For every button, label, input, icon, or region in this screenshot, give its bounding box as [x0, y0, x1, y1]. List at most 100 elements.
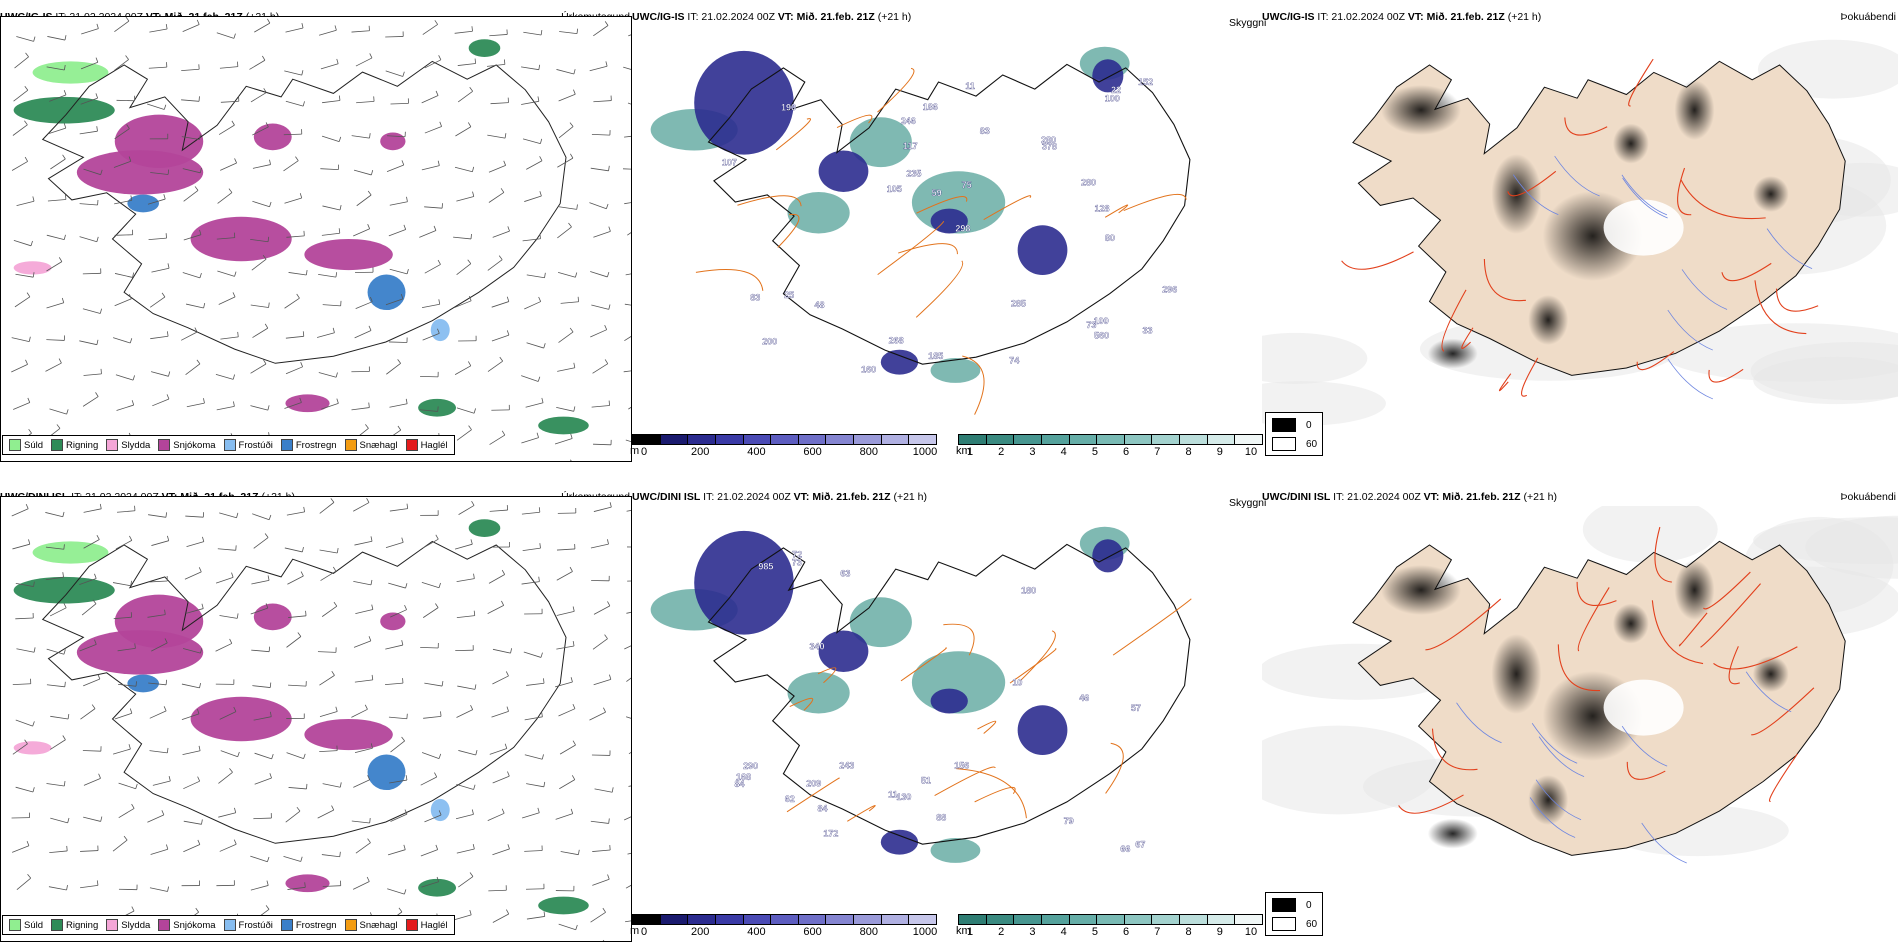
cloud-base-value: 84 — [734, 779, 744, 789]
precip-area — [538, 896, 589, 915]
fog-patch — [1674, 560, 1715, 620]
wind-barb-flag — [473, 610, 476, 616]
cloud-base-value: 560 — [1094, 330, 1109, 340]
fog-legend: 0 60 — [1265, 892, 1323, 936]
wind-barb-flag — [438, 753, 442, 759]
visibility-area — [930, 358, 981, 383]
wind-barb-flag — [367, 775, 371, 780]
wind-barb-flag — [607, 601, 611, 607]
scale-tick-label: 8 — [1185, 446, 1192, 458]
cloud-base-value: 63 — [840, 569, 850, 579]
scale-segment — [1124, 915, 1153, 924]
precip-type-map — [0, 496, 632, 942]
wind-barb — [288, 787, 307, 790]
wind-barb — [556, 548, 575, 551]
wind-barb-flag — [304, 882, 306, 888]
wind-barb-flag — [267, 236, 270, 242]
wind-barb-flag — [196, 359, 201, 365]
wind-barb-flag — [263, 88, 267, 93]
wind-barb-flag — [236, 613, 239, 619]
wind-barb-flag — [164, 609, 166, 615]
wind-barb-flag — [472, 191, 475, 197]
wind-barb-flag — [475, 750, 478, 756]
wind-barb-flag — [541, 754, 544, 760]
visibility-area — [930, 838, 981, 863]
fog-legend-label: 0 — [1306, 899, 1312, 911]
visibility-scale-bar: 1 2 3 4 5 6 7 8 9 10 km — [956, 914, 1263, 940]
cloud-base-area — [694, 530, 794, 635]
wind-barb — [490, 102, 509, 105]
wind-barb — [355, 842, 371, 854]
wind-barb-flag — [334, 25, 337, 31]
wind-barb-flag — [96, 534, 100, 540]
legend-swatch — [405, 439, 418, 451]
valid-time: Mið. 21.feb. 21Z — [1442, 491, 1521, 503]
scale-tick-label: 5 — [1091, 926, 1098, 938]
scale-segment — [633, 915, 661, 924]
wind-barb — [623, 816, 631, 821]
wind-barb — [284, 402, 302, 409]
wind-barb — [254, 752, 272, 760]
wind-barb-flag — [404, 809, 408, 815]
wind-barb — [220, 100, 239, 103]
wind-barb-flag — [301, 546, 304, 553]
road-line — [836, 114, 873, 128]
wind-barb — [590, 271, 608, 278]
wind-barb — [322, 205, 341, 211]
legend-swatch — [405, 919, 418, 931]
wind-barb — [114, 20, 130, 33]
wind-barb-flag — [435, 603, 439, 608]
scale-segment — [986, 915, 1015, 924]
wind-barb-flag — [269, 711, 272, 717]
precip-area — [430, 798, 450, 822]
legend-swatch — [158, 919, 171, 931]
precip-area — [127, 194, 159, 213]
wind-barb — [557, 226, 572, 239]
road-line — [1728, 646, 1740, 685]
issue-time: IT: 21.02.2024 00Z — [1317, 11, 1405, 23]
wind-barb — [624, 135, 631, 138]
fog-patch — [1491, 154, 1542, 234]
wind-barb — [455, 126, 472, 137]
wind-barb — [489, 748, 507, 755]
river-line — [1531, 723, 1578, 764]
fog-patch — [1674, 80, 1715, 140]
wind-barb-flag — [99, 503, 102, 509]
road-line — [962, 355, 985, 415]
legend-swatch — [344, 439, 357, 451]
cloud-base-value: 128 — [1095, 203, 1110, 213]
wind-barb — [253, 817, 272, 820]
wind-barb — [389, 403, 408, 408]
wind-barb — [560, 301, 579, 304]
wind-barb — [624, 645, 631, 650]
precip-area — [13, 96, 115, 124]
wind-barb — [114, 199, 132, 205]
wind-barb-flag — [129, 535, 133, 541]
road-line — [1702, 571, 1751, 610]
wind-barb-flag — [498, 255, 503, 260]
wind-barb — [148, 237, 167, 241]
wind-barb-flag — [268, 302, 270, 308]
wind-barb-flag — [97, 674, 101, 680]
wind-barb-flag — [56, 424, 61, 429]
wind-barb — [322, 885, 341, 887]
wind-barb-flag — [576, 28, 579, 34]
wind-barb-flag — [438, 299, 441, 305]
precip-area — [190, 696, 292, 742]
wind-barb — [521, 511, 540, 515]
wind-barb-flag — [125, 17, 130, 22]
wind-barb-flag — [269, 159, 271, 165]
wind-barb-flag — [166, 844, 169, 850]
cloud-base-area — [818, 630, 869, 672]
wind-barb-flag — [404, 889, 407, 895]
wind-barb-flag — [539, 156, 543, 161]
road-line — [817, 667, 837, 684]
wind-barb-flag — [538, 507, 541, 513]
wind-barb — [521, 437, 539, 444]
precip-area — [285, 394, 330, 413]
row2-mid-header: UWC/DINI ISL IT: 21.02.2024 00Z VT: Mið.… — [632, 490, 1254, 504]
wind-barb — [181, 99, 200, 102]
wind-barb — [626, 677, 631, 682]
wind-barb-flag — [264, 323, 269, 329]
cloud-base-value: 22 — [1111, 85, 1121, 95]
